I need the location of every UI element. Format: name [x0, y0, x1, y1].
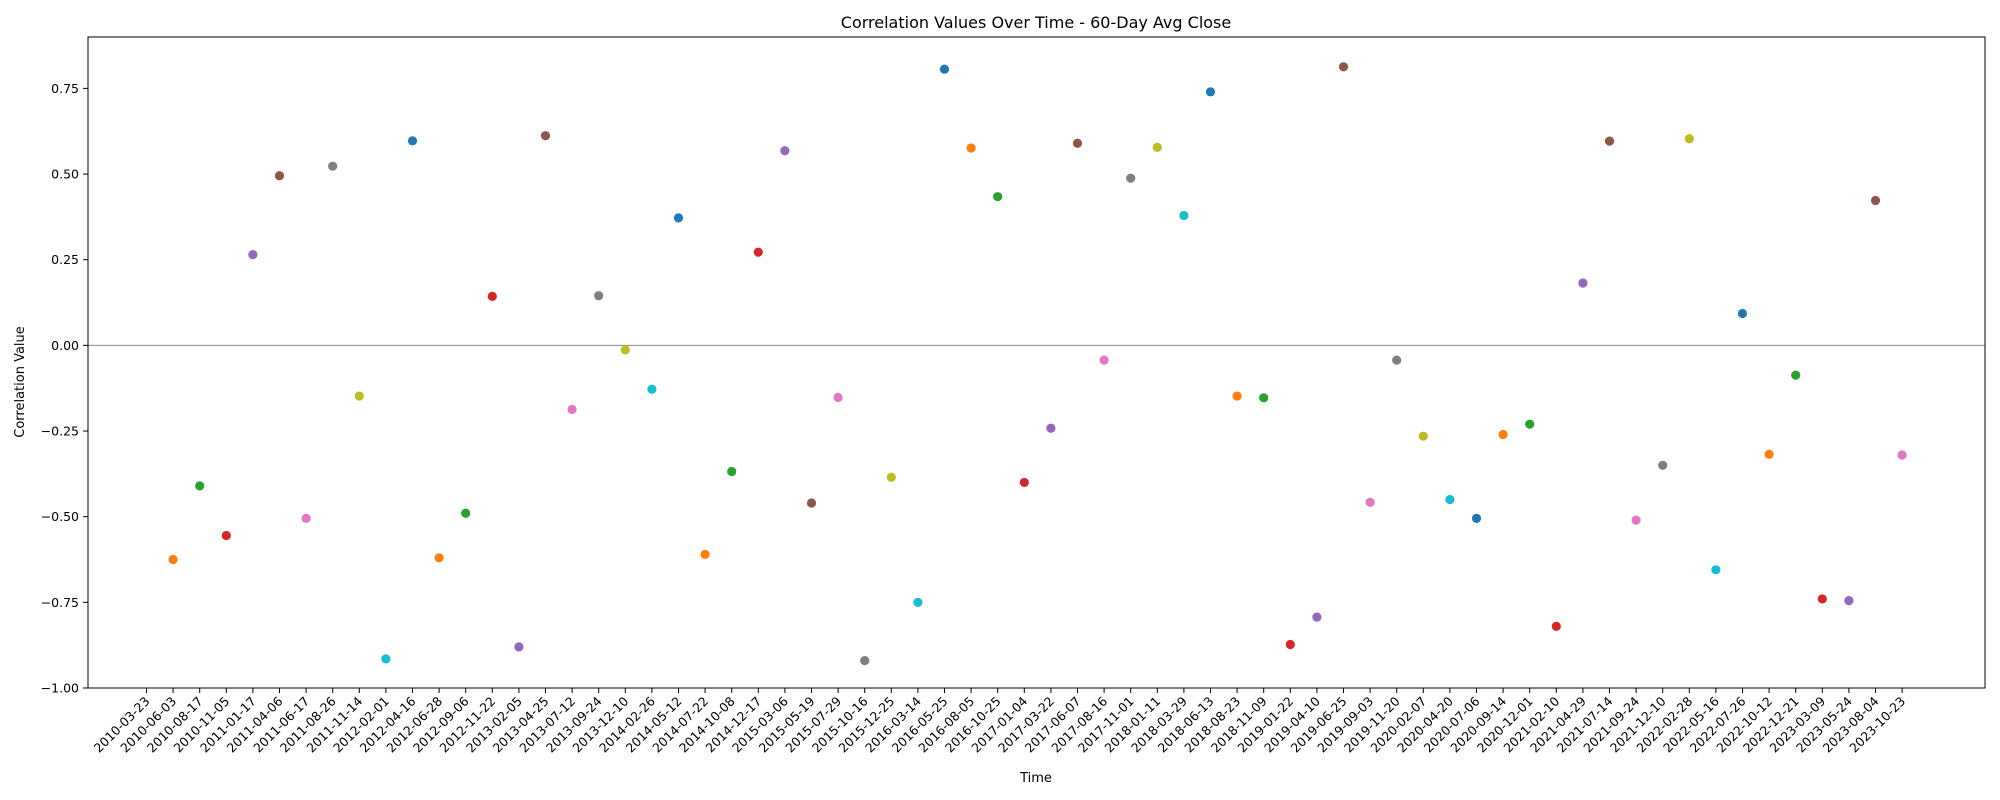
data-point — [886, 472, 896, 482]
data-point — [407, 136, 418, 146]
data-point — [620, 345, 630, 355]
data-point — [1498, 429, 1508, 440]
data-point — [860, 655, 870, 666]
data-point — [1179, 210, 1189, 221]
data-point — [1338, 62, 1349, 72]
data-point — [1126, 173, 1136, 183]
data-point — [1711, 565, 1721, 575]
y-tick-label: −0.25 — [41, 424, 79, 439]
data-point — [1737, 308, 1748, 319]
data-point — [461, 508, 471, 518]
data-point — [1418, 431, 1428, 441]
data-point — [806, 498, 817, 508]
y-axis-label: Correlation Value — [13, 326, 28, 438]
data-point — [833, 392, 843, 403]
data-point — [753, 247, 763, 257]
data-point — [1232, 391, 1242, 401]
data-point — [1870, 195, 1881, 206]
data-point — [514, 642, 524, 652]
data-point — [1205, 87, 1216, 97]
data-point — [1844, 596, 1854, 606]
y-tick-label: −1.00 — [41, 681, 79, 696]
plot-area: −1.00−0.75−0.50−0.250.000.250.500.752010… — [41, 36, 1986, 755]
data-point — [700, 549, 710, 559]
data-point — [1551, 621, 1561, 631]
data-point — [913, 597, 923, 607]
data-point — [1285, 639, 1295, 650]
data-point — [1046, 423, 1056, 433]
data-point — [1817, 594, 1827, 604]
data-point — [1525, 419, 1535, 429]
data-point — [780, 146, 790, 156]
data-point — [1365, 497, 1375, 507]
y-tick-label: −0.75 — [41, 595, 79, 610]
data-point — [1072, 138, 1083, 148]
data-point — [594, 291, 604, 301]
data-point — [1471, 513, 1482, 523]
data-point — [727, 466, 737, 477]
data-point — [354, 391, 364, 401]
data-point — [381, 654, 391, 664]
y-tick-label: 0.25 — [51, 252, 79, 267]
data-point — [301, 513, 311, 523]
data-point — [1897, 450, 1907, 460]
data-point — [195, 481, 205, 491]
data-point — [1791, 370, 1801, 380]
data-point — [434, 553, 444, 563]
data-point — [487, 291, 497, 301]
data-point — [168, 554, 178, 565]
y-tick-label: −0.50 — [41, 509, 79, 524]
data-point — [1445, 494, 1455, 505]
data-point — [1392, 355, 1402, 365]
data-point — [1658, 460, 1668, 470]
data-point — [1764, 449, 1774, 459]
data-point — [1578, 278, 1588, 288]
y-tick-label: 0.00 — [51, 338, 79, 353]
data-point — [1099, 355, 1109, 365]
plot-frame — [87, 36, 1986, 689]
data-point — [966, 143, 976, 153]
data-point — [1019, 477, 1029, 488]
y-tick-label: 0.50 — [51, 167, 79, 182]
data-point — [540, 131, 551, 141]
y-tick-label: 0.75 — [51, 81, 79, 96]
data-point — [1684, 134, 1694, 144]
data-point — [1604, 136, 1615, 146]
data-point — [567, 404, 577, 415]
data-point — [1631, 515, 1641, 525]
data-point — [647, 384, 657, 394]
data-point — [993, 192, 1003, 202]
data-point — [1152, 142, 1162, 152]
data-point — [248, 249, 258, 260]
data-point — [673, 213, 684, 223]
data-point — [328, 161, 338, 171]
data-point — [274, 171, 285, 181]
x-axis-label: Time — [1019, 771, 1052, 786]
data-point — [221, 530, 231, 541]
chart-title: Correlation Values Over Time - 60-Day Av… — [841, 13, 1231, 32]
data-point — [939, 64, 950, 74]
data-point — [1312, 612, 1322, 622]
data-point — [1259, 393, 1269, 403]
